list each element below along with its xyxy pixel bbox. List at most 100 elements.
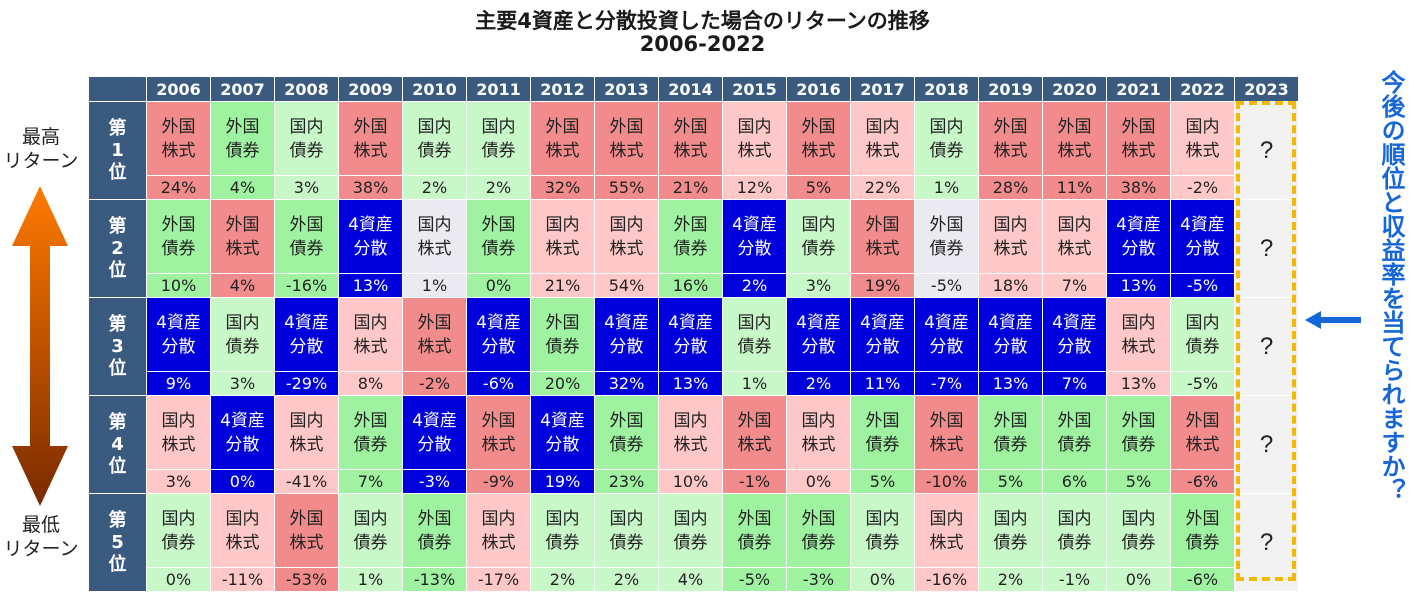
return-value: -29% xyxy=(274,371,339,396)
return-value: 1% xyxy=(914,175,979,200)
asset-cell: 4資産 分散 xyxy=(338,199,403,274)
year-header-2023: 2023 xyxy=(1234,76,1299,102)
asset-cell: 国内 債券 xyxy=(466,101,531,176)
asset-cell: 4資産 分散 xyxy=(850,297,915,372)
asset-cell: 外国 債券 xyxy=(786,493,851,568)
asset-cell: 外国 株式 xyxy=(338,101,403,176)
year-header-row: 2006 2007 2008 2009 2010 2011 2012 2013 2014 2015… xyxy=(88,76,1299,102)
asset-cell: 国内 債券 xyxy=(722,297,787,372)
return-value: -6% xyxy=(466,371,531,396)
year-header-2012: 2012 xyxy=(530,76,595,102)
return-value: 0% xyxy=(850,567,915,592)
return-value: 2% xyxy=(402,175,467,200)
asset-cell: 4資産 分散 xyxy=(594,297,659,372)
asset-cell: 外国 債券 xyxy=(1106,395,1171,470)
rank-row-4-assets: 第 4 位国内 株式 4資産 分散 国内 株式 外国 債券 4資産 分散 外国 株式 4資産 分散 外国 債券 国内… xyxy=(88,395,1299,494)
asset-cell: 国内 債券 xyxy=(850,493,915,568)
asset-cell: 4資産 分散 xyxy=(914,297,979,372)
asset-cell: 国内 株式 xyxy=(850,101,915,176)
return-value: 1% xyxy=(722,371,787,396)
return-value: 7% xyxy=(1042,273,1107,298)
asset-cell: 国内 株式 xyxy=(274,395,339,470)
rank-row-2-assets: 第 2 位外国 債券 外国 株式 外国 債券 4資産 分散 国内 株式 外国 債券 国内 株式 国内 株式 外国 債券… xyxy=(88,199,1299,298)
future-question-mark: ? xyxy=(1234,297,1299,396)
year-header-2009: 2009 xyxy=(338,76,403,102)
return-value: -41% xyxy=(274,469,339,494)
asset-cell: 外国 株式 xyxy=(1106,101,1171,176)
return-value: 13% xyxy=(1106,273,1171,298)
asset-cell: 国内 債券 xyxy=(146,493,211,568)
year-header-2022: 2022 xyxy=(1170,76,1235,102)
asset-cell: 国内 株式 xyxy=(338,297,403,372)
return-value: 4% xyxy=(210,273,275,298)
asset-cell: 外国 株式 xyxy=(722,395,787,470)
return-value: 21% xyxy=(530,273,595,298)
asset-cell: 国内 債券 xyxy=(274,101,339,176)
return-value: 2% xyxy=(722,273,787,298)
return-value: 16% xyxy=(658,273,723,298)
asset-cell: 外国 債券 xyxy=(1042,395,1107,470)
asset-cell: 外国 株式 xyxy=(146,101,211,176)
asset-cell: 国内 債券 xyxy=(210,297,275,372)
asset-cell: 国内 株式 xyxy=(210,493,275,568)
ranking-table: 2006 2007 2008 2009 2010 2011 2012 2013 2014 2015… xyxy=(88,76,1299,592)
return-value: 3% xyxy=(210,371,275,396)
future-question-mark: ? xyxy=(1234,101,1299,200)
asset-cell: 外国 債券 xyxy=(210,101,275,176)
return-value: 10% xyxy=(658,469,723,494)
asset-cell: 外国 株式 xyxy=(658,101,723,176)
return-value: 7% xyxy=(1042,371,1107,396)
asset-cell: 国内 株式 xyxy=(146,395,211,470)
return-value: 9% xyxy=(146,371,211,396)
return-value: 28% xyxy=(978,175,1043,200)
asset-cell: 4資産 分散 xyxy=(1170,199,1235,274)
asset-cell: 外国 債券 xyxy=(338,395,403,470)
return-value: -6% xyxy=(1170,469,1235,494)
return-value: 13% xyxy=(338,273,403,298)
asset-cell: 外国 株式 xyxy=(530,101,595,176)
return-value: 5% xyxy=(786,175,851,200)
asset-cell: 国内 債券 xyxy=(914,101,979,176)
asset-cell: 外国 債券 xyxy=(274,199,339,274)
asset-cell: 外国 債券 xyxy=(594,395,659,470)
return-value: 2% xyxy=(594,567,659,592)
return-value: 13% xyxy=(1106,371,1171,396)
asset-cell: 4資産 分散 xyxy=(1106,199,1171,274)
return-value: 55% xyxy=(594,175,659,200)
rank-row-4-returns: 3% 0% -41% 7% -3% -9% 19% 23% 10% -1% 0% 5% -10% 5% 6%… xyxy=(89,469,1299,494)
asset-cell: 4資産 分散 xyxy=(722,199,787,274)
asset-cell: 国内 株式 xyxy=(786,395,851,470)
asset-cell: 4資産 分散 xyxy=(402,395,467,470)
asset-cell: 外国 債券 xyxy=(722,493,787,568)
asset-cell: 国内 株式 xyxy=(594,199,659,274)
future-question-mark: ? xyxy=(1234,395,1299,494)
return-value: -16% xyxy=(914,567,979,592)
return-value: -10% xyxy=(914,469,979,494)
return-value: 54% xyxy=(594,273,659,298)
return-value: -3% xyxy=(786,567,851,592)
return-value: -2% xyxy=(402,371,467,396)
return-value: -13% xyxy=(402,567,467,592)
return-value: 38% xyxy=(1106,175,1171,200)
return-value: 3% xyxy=(146,469,211,494)
chart-title-line2: 2006-2022 xyxy=(639,32,766,56)
return-value: 0% xyxy=(210,469,275,494)
asset-cell: 国内 株式 xyxy=(658,395,723,470)
return-value: 12% xyxy=(722,175,787,200)
return-value: 13% xyxy=(978,371,1043,396)
return-value: 38% xyxy=(338,175,403,200)
asset-cell: 外国 株式 xyxy=(1042,101,1107,176)
return-value: 11% xyxy=(1042,175,1107,200)
return-value: 4% xyxy=(658,567,723,592)
return-value: -1% xyxy=(722,469,787,494)
return-value: 18% xyxy=(978,273,1043,298)
year-header-2006: 2006 xyxy=(146,76,211,102)
year-header-2010: 2010 xyxy=(402,76,467,102)
return-value: 1% xyxy=(402,273,467,298)
year-header-2020: 2020 xyxy=(1042,76,1107,102)
asset-cell: 外国 株式 xyxy=(850,199,915,274)
return-value: 24% xyxy=(146,175,211,200)
asset-cell: 国内 株式 xyxy=(402,199,467,274)
